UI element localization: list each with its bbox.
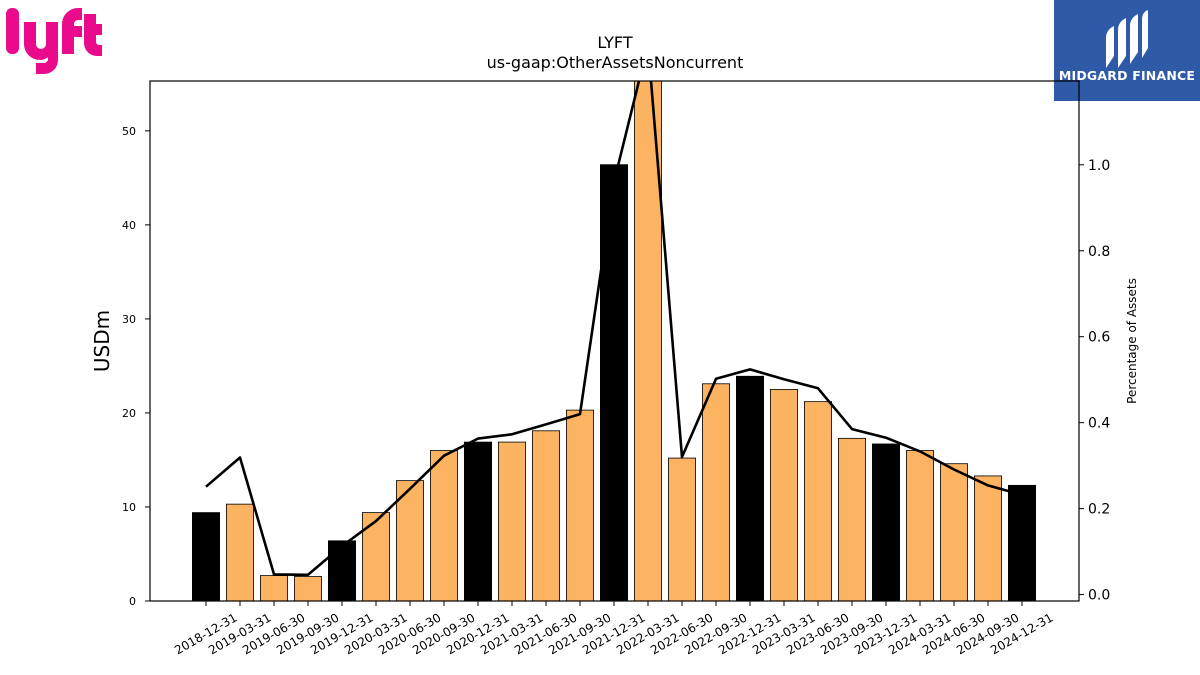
y2-tick-label: 0.0 [1088, 588, 1110, 604]
bar-2024-12-31 [1008, 484, 1037, 601]
midgard-finance-logo: MIDGARD FINANCE [1054, 0, 1200, 101]
bar-2022-12-31 [736, 375, 765, 601]
bar-2019-09-30 [293, 576, 322, 601]
y2-tick-label: 0.4 [1088, 416, 1110, 432]
bar-2023-12-31 [872, 443, 901, 601]
x-axis: 2018-12-312019-03-312019-06-302019-09-30… [172, 601, 1056, 657]
y-tick-label: 30 [122, 313, 136, 326]
bar-2023-06-30 [804, 401, 833, 601]
percentage-line [205, 81, 1023, 577]
bar-2023-03-31 [770, 389, 799, 601]
bar-2023-09-30 [838, 437, 867, 601]
bar-2021-09-30 [566, 409, 595, 601]
bar-2022-09-30 [702, 383, 731, 601]
bars-layer [191, 81, 1037, 601]
bar-2021-06-30 [532, 430, 561, 601]
chart-subtitle: us-gaap:OtherAssetsNoncurrent [487, 53, 744, 72]
bar-2018-12-31 [191, 512, 220, 601]
bar-2020-12-31 [463, 441, 492, 601]
y2-tick-label: 0.6 [1088, 330, 1110, 346]
y-tick-label: 10 [122, 501, 136, 514]
bar-2024-06-30 [940, 463, 969, 601]
bar-2021-12-31 [600, 164, 629, 601]
y-tick-label: 20 [122, 407, 136, 420]
bar-2019-03-31 [225, 503, 254, 601]
bar-2019-12-31 [327, 540, 356, 601]
bar-2020-03-31 [361, 512, 390, 601]
y2-tick-label: 0.2 [1088, 502, 1110, 518]
midgard-finance-name: MIDGARD FINANCE [1058, 68, 1196, 83]
bar-2019-06-30 [259, 575, 288, 601]
y-axis-right: 0.0 0.2 0.4 0.6 0.8 1.0 [1079, 158, 1110, 604]
bar-2020-09-30 [429, 450, 458, 601]
midgard-mark-icon [1102, 8, 1152, 72]
bar-2020-06-30 [395, 480, 424, 601]
y-tick-label: 50 [122, 125, 136, 138]
bar-2022-06-30 [668, 457, 697, 601]
y-tick-label: 40 [122, 219, 136, 232]
y2-tick-label: 1.0 [1088, 158, 1110, 174]
bar-2021-03-31 [497, 441, 526, 601]
bar-2024-03-31 [906, 450, 935, 601]
lyft-logo [4, 4, 102, 74]
chart-title: LYFT [597, 33, 632, 52]
y-tick-label: 0 [129, 595, 136, 608]
y2-axis-label: Percentage of Assets [1125, 278, 1139, 404]
y-axis-label: USDm [90, 310, 114, 372]
y2-tick-label: 0.8 [1088, 244, 1110, 260]
bar-2024-09-30 [974, 475, 1003, 601]
line-layer [205, 81, 1023, 577]
y-axis-left: 0 10 20 30 40 50 [122, 125, 150, 608]
